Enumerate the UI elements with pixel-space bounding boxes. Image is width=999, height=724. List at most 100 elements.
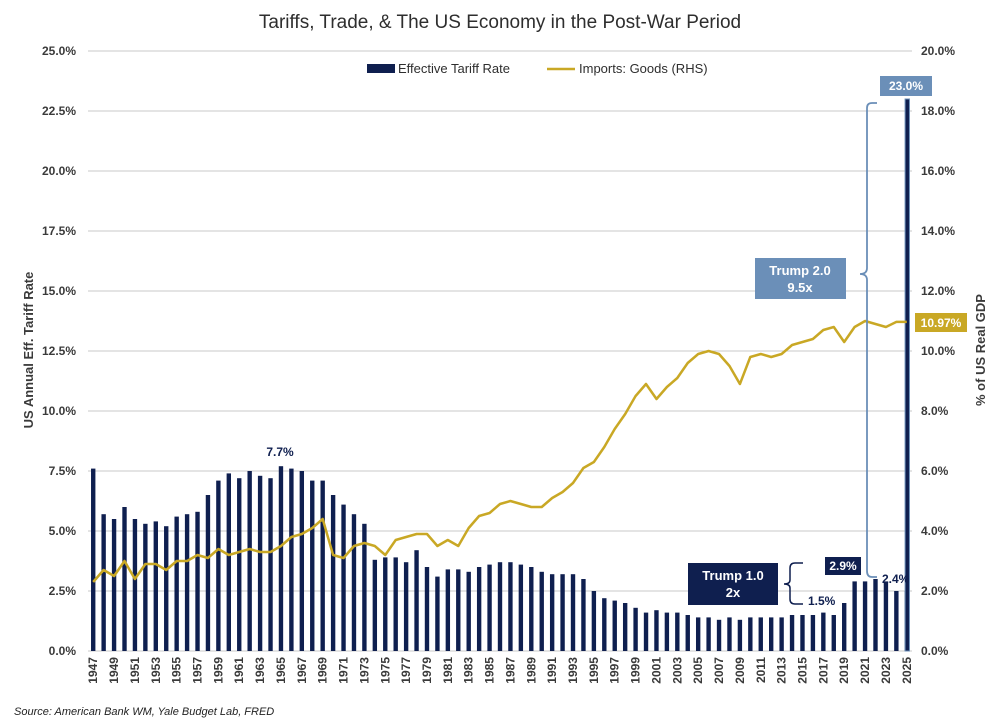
tariff-bar	[716, 619, 722, 651]
legend-swatch-tariff	[367, 64, 395, 73]
x-tick-label: 2001	[649, 657, 663, 684]
trump1-bracket	[783, 562, 803, 605]
tariff-bar	[602, 598, 607, 651]
chart-title: Tariffs, Trade, & The US Economy in the …	[259, 12, 741, 33]
tariff-bar	[487, 564, 492, 651]
tariff-bar	[518, 564, 524, 651]
tariff-bar	[289, 468, 294, 651]
tariff-bar	[226, 473, 232, 651]
x-tick-label: 1949	[107, 657, 121, 684]
tariff-bar	[466, 571, 471, 651]
left-tick-label: 25.0%	[42, 44, 76, 58]
tariff-bar	[91, 468, 96, 651]
x-tick-label: 1977	[399, 657, 413, 684]
left-tick-label: 5.0%	[49, 524, 77, 538]
tariff-bar	[852, 581, 857, 651]
tariff-bar	[435, 576, 440, 651]
tariff-bar	[591, 591, 597, 651]
left-tick-label: 22.5%	[42, 104, 76, 118]
x-axis-labels: 1947 1949 1951 1953 1955 1957 1959 1961 1963 1965…	[86, 657, 914, 684]
right-axis-title: % of US Real GDP	[973, 294, 988, 406]
tariff-bar	[174, 516, 179, 651]
trump1-line1: Trump 1.0	[702, 568, 763, 583]
x-tick-label: 2009	[733, 657, 747, 684]
tariff-bar	[497, 562, 503, 651]
tariff-bar	[372, 559, 378, 651]
tariff-bar	[257, 475, 263, 651]
x-tick-label: 2007	[712, 657, 726, 684]
left-axis-ticks: 0.0% 2.5% 5.0% 7.5% 10.0% 12.5% 15.0% 17.5% 20.0…	[42, 44, 76, 658]
gridlines	[88, 50, 912, 652]
tariff-bar	[768, 617, 774, 651]
trump2-bracket	[859, 102, 877, 578]
x-tick-label: 1987	[503, 657, 517, 684]
x-tick-label: 1963	[253, 657, 267, 684]
tariff-bar	[779, 617, 784, 651]
right-tick-label: 2.0%	[921, 584, 949, 598]
x-tick-label: 1993	[566, 657, 580, 684]
x-tick-label: 1973	[357, 657, 371, 684]
tariff-bar	[330, 495, 336, 651]
tariff-bar	[695, 617, 701, 651]
right-tick-label: 12.0%	[921, 284, 955, 298]
tariff-bar	[132, 519, 138, 651]
tariff-bar	[268, 478, 273, 651]
tariff-bar	[424, 567, 430, 651]
tariff-bar	[456, 569, 461, 651]
x-tick-label: 2013	[775, 657, 789, 684]
tariff-bar	[445, 569, 451, 651]
x-tick-label: 1959	[211, 657, 225, 684]
tariff-bar	[675, 612, 680, 651]
tariff-bar	[299, 471, 305, 651]
tariff-bar	[800, 615, 805, 651]
x-tick-label: 1961	[232, 657, 246, 684]
x-tick-label: 1999	[629, 657, 643, 684]
legend-label-imports: Imports: Goods (RHS)	[579, 61, 708, 76]
tariff-bar	[393, 557, 398, 651]
left-tick-label: 12.5%	[42, 344, 76, 358]
left-tick-label: 0.0%	[49, 644, 77, 658]
x-tick-label: 2019	[837, 657, 851, 684]
x-tick-label: 2005	[691, 657, 705, 684]
tariff-bar	[654, 610, 659, 651]
tariff-bar	[143, 523, 148, 651]
tariff-bar	[842, 603, 847, 651]
x-tick-label: 1985	[483, 657, 497, 684]
t2-high-label: 23.0%	[889, 79, 923, 93]
left-tick-label: 17.5%	[42, 224, 76, 238]
tariff-bar	[184, 514, 190, 651]
right-tick-label: 14.0%	[921, 224, 955, 238]
tariff-bar	[362, 523, 367, 651]
tariff-bar	[549, 574, 555, 651]
tariff-bar	[643, 612, 649, 651]
tariff-bar	[310, 480, 315, 651]
right-axis-ticks: 0.0% 2.0% 4.0% 6.0% 8.0% 10.0% 12.0% 14.0% 16.0%…	[921, 44, 955, 658]
tariff-bar-2025-spike	[904, 98, 910, 652]
trump2-box	[755, 258, 846, 299]
x-tick-label: 1955	[170, 657, 184, 684]
left-tick-label: 7.5%	[49, 464, 77, 478]
tariff-bar	[737, 619, 743, 651]
tariff-bar	[122, 507, 127, 651]
x-tick-label: 1989	[524, 657, 538, 684]
tariff-bar	[758, 617, 763, 651]
trump2-line2: 9.5x	[787, 280, 813, 295]
tariff-bar	[633, 607, 638, 651]
x-tick-label: 1995	[587, 657, 601, 684]
legend-label-tariff: Effective Tariff Rate	[398, 61, 510, 76]
legend: Effective Tariff Rate Imports: Goods (RH…	[367, 61, 708, 76]
tariff-bar	[862, 581, 868, 651]
t2-low-label: 2.4%	[882, 572, 910, 586]
trump1-box	[688, 563, 778, 605]
tariff-bar	[529, 567, 534, 651]
x-tick-label: 2017	[816, 657, 830, 684]
tariff-bar	[789, 615, 795, 651]
tariff-bar	[247, 471, 252, 651]
tariff-bar	[195, 511, 200, 651]
tariff-bar	[111, 519, 117, 651]
tariff-bar	[727, 617, 732, 651]
peak-label: 7.7%	[266, 445, 294, 459]
t2-high-box	[880, 76, 932, 96]
right-tick-label: 16.0%	[921, 164, 955, 178]
tariff-bar	[821, 612, 826, 651]
